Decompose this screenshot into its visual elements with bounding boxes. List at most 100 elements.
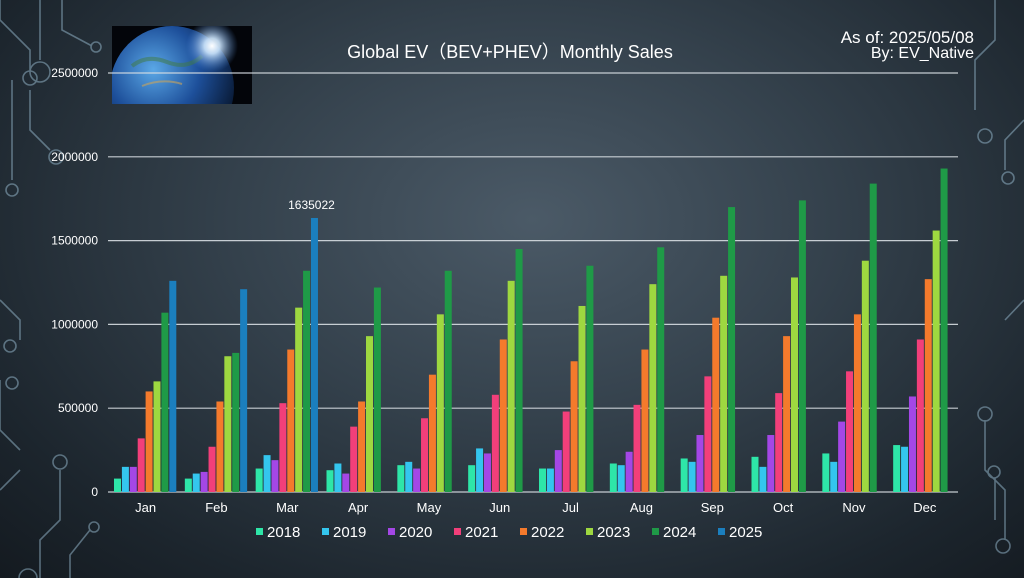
legend-swatch-2023: [586, 528, 593, 535]
bar-2022-may: [428, 374, 436, 492]
bar-2021-sep: [704, 376, 712, 492]
legend-swatch-2018: [256, 528, 263, 535]
x-tick-label: Aug: [630, 500, 653, 515]
bar-2018-may: [397, 465, 405, 492]
author-credit: By: EV_Native: [870, 45, 974, 62]
bar-2019-jul: [546, 468, 554, 492]
y-tick-label: 2000000: [51, 150, 98, 164]
bar-2018-apr: [326, 470, 334, 492]
bar-2023-mar: [295, 307, 303, 492]
bar-2019-nov: [830, 461, 838, 492]
bar-2020-jun: [483, 453, 491, 492]
bar-2022-sep: [712, 317, 720, 492]
bar-2022-aug: [641, 349, 649, 492]
bar-2022-jun: [499, 339, 507, 492]
as-of-date: As of: 2025/05/08: [840, 28, 974, 47]
bar-2020-sep: [696, 435, 704, 492]
bar-2022-apr: [358, 401, 366, 492]
bar-2018-jun: [468, 465, 476, 492]
bar-2019-sep: [688, 461, 696, 492]
y-tick-label: 1500000: [51, 234, 98, 248]
legend-swatch-2025: [718, 528, 725, 535]
legend-label-2024: 2024: [663, 524, 696, 541]
bar-2024-apr: [373, 287, 381, 492]
legend-swatch-2019: [322, 528, 329, 535]
bar-2023-nov: [861, 260, 869, 492]
x-tick-label: Dec: [913, 500, 937, 515]
bar-2023-may: [436, 314, 444, 492]
bar-2024-nov: [869, 183, 877, 492]
bar-2023-aug: [649, 284, 657, 492]
bar-2018-jul: [539, 468, 546, 492]
bar-2018-nov: [822, 453, 830, 492]
bar-2021-aug: [633, 404, 641, 492]
bar-2022-mar: [287, 349, 295, 492]
bar-2022-nov: [853, 314, 861, 492]
bar-2023-jan: [153, 381, 161, 492]
x-tick-label: Feb: [205, 500, 227, 515]
bar-2020-jan: [129, 466, 137, 492]
bar-2021-jul: [562, 411, 570, 492]
bar-2018-aug: [609, 463, 617, 492]
bar-2023-dec: [932, 230, 940, 492]
bar-2022-dec: [924, 279, 932, 492]
x-tick-label: Sep: [701, 500, 724, 515]
bar-2019-oct: [759, 466, 767, 492]
bar-2020-oct: [767, 435, 775, 492]
legend-swatch-2022: [520, 528, 527, 535]
y-tick-label: 1000000: [51, 317, 98, 331]
legend-label-2023: 2023: [597, 524, 630, 541]
bar-2024-feb: [232, 352, 240, 492]
bar-2018-oct: [751, 456, 759, 492]
bar-2019-mar: [263, 455, 271, 492]
bar-2019-aug: [617, 465, 625, 492]
x-tick-label: Oct: [773, 500, 794, 515]
legend-swatch-2024: [652, 528, 659, 535]
bar-2021-oct: [775, 393, 783, 492]
bar-2020-feb: [200, 471, 208, 492]
bar-2023-sep: [720, 275, 728, 492]
bar-2024-aug: [657, 247, 665, 492]
bar-2024-dec: [940, 168, 948, 493]
bar-2020-may: [413, 468, 421, 492]
bar-2021-feb: [208, 446, 216, 492]
legend-swatch-2021: [454, 528, 461, 535]
bar-2022-feb: [216, 401, 224, 492]
bar-2025-mar: [310, 217, 318, 492]
bar-2018-feb: [184, 478, 192, 492]
bar-2021-dec: [916, 339, 924, 492]
bar-2020-dec: [908, 396, 916, 492]
chart-title: Global EV（BEV+PHEV）Monthly Sales: [347, 42, 673, 62]
x-tick-label: Jun: [489, 500, 510, 515]
bar-2024-may: [444, 270, 452, 492]
y-tick-label: 0: [91, 485, 98, 499]
bar-2025-jan: [169, 280, 177, 492]
legend-label-2019: 2019: [333, 524, 366, 541]
bar-2021-may: [421, 418, 429, 492]
as-of-block: As of: 2025/05/08 By: EV_Native: [840, 28, 974, 62]
legend-label-2021: 2021: [465, 524, 498, 541]
bar-2022-jan: [145, 391, 153, 492]
bar-2020-apr: [342, 473, 350, 492]
legend-label-2020: 2020: [399, 524, 432, 541]
bar-2024-sep: [728, 207, 736, 492]
bar-2023-apr: [366, 336, 373, 492]
bar-2025-feb: [240, 289, 248, 492]
data-label: 1635022: [288, 198, 335, 212]
bar-2021-jan: [137, 438, 145, 492]
legend-label-2018: 2018: [267, 524, 300, 541]
earth-image: [112, 26, 252, 104]
earth-globe-icon: [112, 26, 252, 104]
bar-2023-jul: [578, 305, 586, 492]
bar-2024-mar: [303, 270, 311, 492]
bar-2020-mar: [271, 460, 279, 492]
bar-2018-jan: [114, 478, 121, 492]
bar-2018-dec: [893, 445, 901, 492]
bar-2018-mar: [255, 468, 263, 492]
x-tick-label: Nov: [842, 500, 866, 515]
bar-2022-oct: [783, 336, 791, 492]
bar-2019-dec: [901, 446, 909, 492]
bar-2019-may: [405, 461, 413, 492]
